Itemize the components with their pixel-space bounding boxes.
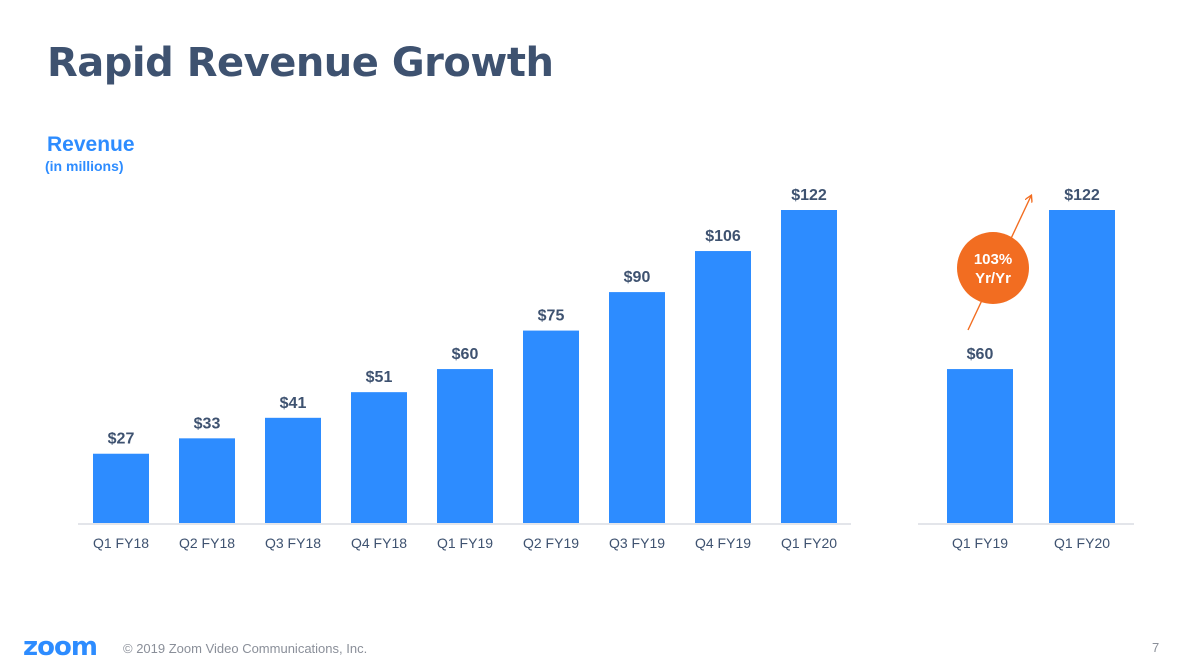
bar-q3-fy18: [265, 417, 321, 523]
category-label: Q1 FY18: [93, 535, 149, 551]
bar-q2-fy19: [523, 330, 579, 523]
bar-q1-fy20: [1049, 210, 1115, 523]
chart-units: (in millions): [45, 158, 124, 174]
data-label: $122: [1064, 187, 1100, 204]
revenue-chart: $27 Q1 FY18 $33 Q2 FY18 $41 Q3 FY18 $51 Q4 FY18…: [78, 187, 1134, 551]
category-label: Q1 FY20: [781, 535, 837, 551]
growth-badge: [957, 232, 1029, 304]
compare-bar-group: $60 Q1 FY19 $122 Q1 FY20: [947, 187, 1115, 551]
growth-annotation: 103% Yr/Yr: [957, 196, 1031, 331]
copyright-text: © 2019 Zoom Video Communications, Inc.: [123, 641, 368, 656]
page-title: Rapid Revenue Growth: [47, 40, 554, 86]
category-label: Q4 FY19: [695, 535, 751, 551]
category-label: Q4 FY18: [351, 535, 407, 551]
data-label: $106: [705, 228, 741, 245]
category-label: Q1 FY19: [952, 535, 1008, 551]
data-label: $75: [538, 308, 565, 325]
bar-q4-fy18: [351, 392, 407, 523]
growth-percent: 103%: [974, 251, 1012, 268]
category-label: Q1 FY20: [1054, 535, 1110, 551]
bar-q1-fy20: [781, 210, 837, 523]
bar-q1-fy19: [437, 369, 493, 523]
data-label: $60: [967, 346, 994, 363]
bar-q1-fy19: [947, 369, 1013, 523]
chart-title: Revenue: [47, 133, 135, 156]
page-number: 7: [1152, 640, 1160, 655]
bar-q4-fy19: [695, 251, 751, 523]
growth-period: Yr/Yr: [975, 270, 1011, 287]
data-label: $60: [452, 346, 479, 363]
category-label: Q3 FY19: [609, 535, 665, 551]
data-label: $122: [791, 187, 827, 204]
data-label: $90: [624, 269, 651, 286]
data-label: $41: [280, 395, 307, 412]
category-label: Q2 FY18: [179, 535, 235, 551]
category-label: Q3 FY18: [265, 535, 321, 551]
data-label: $33: [194, 415, 221, 432]
data-label: $51: [366, 369, 393, 386]
category-label: Q1 FY19: [437, 535, 493, 551]
bar-q1-fy18: [93, 453, 149, 523]
data-label: $27: [108, 431, 135, 448]
zoom-logo: zoom: [23, 632, 98, 662]
bar-q3-fy19: [609, 292, 665, 523]
bar-q2-fy18: [179, 438, 235, 523]
category-label: Q2 FY19: [523, 535, 579, 551]
main-bar-group: $27 Q1 FY18 $33 Q2 FY18 $41 Q3 FY18 $51 Q4 FY18…: [93, 187, 837, 551]
